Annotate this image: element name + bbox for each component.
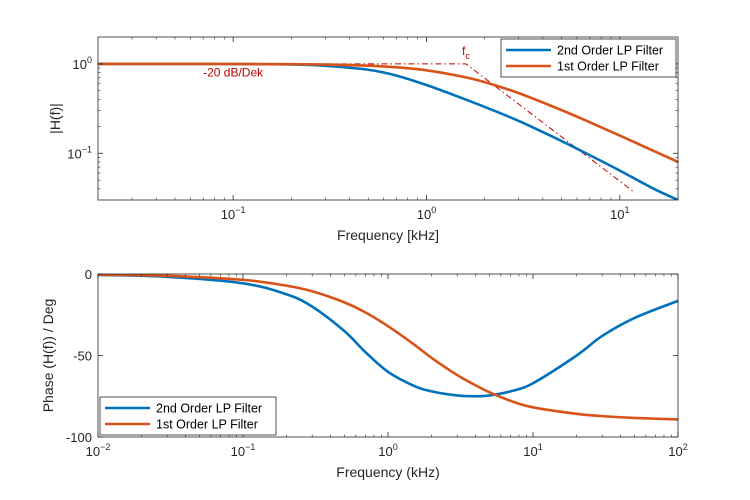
phase-plot: 10−2 10−1 100 101 102 -100 -50 0 Frequency (kHz)… — [40, 267, 688, 480]
x-tick-label: 100 — [417, 205, 436, 222]
legend-box — [500, 38, 677, 78]
y-tick-label: 10−1 — [67, 144, 92, 161]
x-axis-label: Frequency [kHz] — [337, 227, 439, 243]
y-axis-label: Phase (H(f)) / Deg — [40, 299, 56, 413]
x-tick-label: 101 — [523, 442, 542, 459]
series-line-1 — [98, 274, 678, 398]
slope-annotation: -20 dB/Dek — [203, 66, 264, 80]
legend: 2nd Order LP Filter 1st Order LP Filter — [500, 38, 677, 78]
x-tick-label: 10−1 — [221, 205, 246, 222]
legend: 2nd Order LP Filter 1st Order LP Filter — [99, 396, 277, 436]
plot-lines — [98, 274, 678, 421]
series-line-2 — [98, 62, 678, 164]
legend-label-1: 2nd Order LP Filter — [557, 44, 663, 58]
y-tick-label: 0 — [85, 267, 92, 282]
x-tick-label: 10−2 — [86, 442, 111, 459]
y-tick-label: -50 — [73, 349, 92, 364]
x-tick-label: 101 — [610, 205, 629, 222]
cutoff-frequency-label: fc — [462, 44, 470, 61]
x-axis-label: Frequency (kHz) — [336, 464, 439, 480]
legend-label-1: 2nd Order LP Filter — [156, 402, 262, 416]
legend-label-2: 1st Order LP Filter — [557, 60, 659, 74]
x-tick-label: 10−1 — [231, 442, 256, 459]
x-tick-label: 102 — [668, 442, 687, 459]
plot-lines — [98, 62, 678, 200]
magnitude-plot: 10−1 100 101 10−1 100 Frequency [kHz] |H(f)| fc… — [47, 36, 679, 243]
y-axis-label: |H(f)| — [47, 103, 63, 134]
x-tick-label: 100 — [378, 442, 397, 459]
legend-box — [99, 396, 277, 436]
y-tick-label: -100 — [66, 430, 92, 445]
legend-label-2: 1st Order LP Filter — [156, 418, 258, 432]
series-line-2 — [98, 274, 678, 421]
y-tick-label: 100 — [73, 55, 92, 72]
axes-box — [97, 36, 679, 201]
